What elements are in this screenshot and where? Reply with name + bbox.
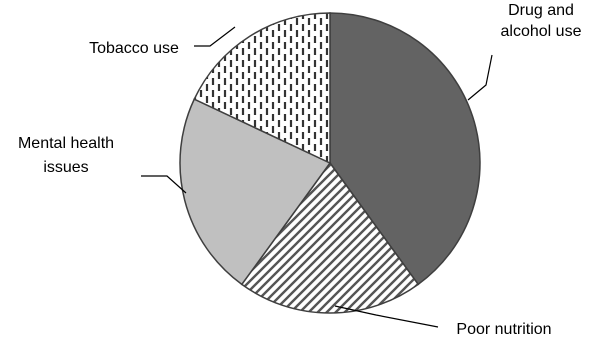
- pie-slice-poor-nutrition: [240, 161, 420, 314]
- slice-label: Tobacco use: [89, 40, 179, 57]
- leader-line: [334, 305, 439, 328]
- slice-label: Drug and alcohol use: [501, 2, 582, 40]
- leader-line: [141, 175, 187, 194]
- leader-line: [194, 26, 236, 47]
- slice-label: Mental health issues: [18, 135, 114, 176]
- pie-slices: [179, 12, 481, 314]
- pie-slice-tobacco-use: [193, 12, 331, 165]
- slice-labels: Drug and alcohol use Poor nutrition Mental …: [18, 2, 582, 337]
- pie-slice-drug-and-alcohol-use: [329, 12, 481, 286]
- leader-line: [467, 54, 493, 101]
- slice-label: Poor nutrition: [456, 321, 551, 337]
- leader-lines: [141, 26, 493, 328]
